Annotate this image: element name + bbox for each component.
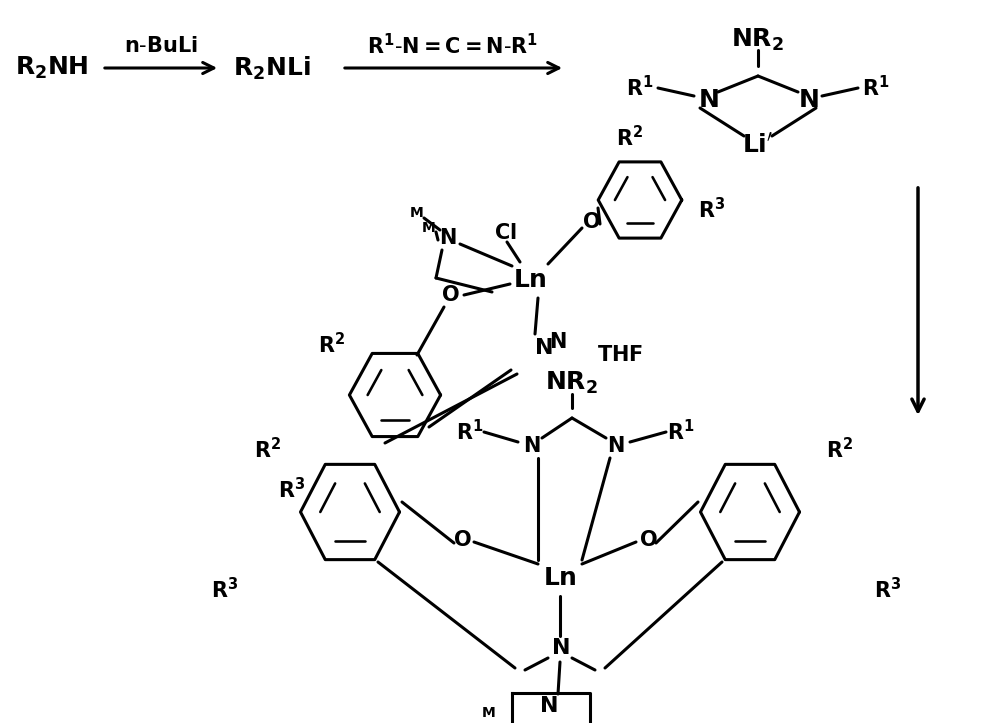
Text: $\mathbf{R^3}$: $\mathbf{R^3}$: [278, 477, 306, 502]
Text: $\mathbf{N}$: $\mathbf{N}$: [798, 88, 818, 112]
Text: $\mathbf{R^2}$: $\mathbf{R^2}$: [254, 437, 282, 463]
Text: $\mathbf{Ln}$: $\mathbf{Ln}$: [513, 268, 547, 292]
Text: $\mathbf{R^1}$: $\mathbf{R^1}$: [667, 419, 695, 445]
Text: $\mathbf{N}$: $\mathbf{N}$: [534, 338, 552, 358]
Text: $\mathbf{R^2}$: $\mathbf{R^2}$: [826, 437, 854, 463]
Text: $\mathbf{N}$: $\mathbf{N}$: [698, 88, 718, 112]
Text: $\mathbf{Ln}$: $\mathbf{Ln}$: [543, 566, 577, 590]
Text: $\mathbf{R^3}$: $\mathbf{R^3}$: [698, 197, 726, 223]
Text: $\mathbf{N}$: $\mathbf{N}$: [607, 436, 625, 456]
Text: $\mathbf{M}$: $\mathbf{M}$: [481, 706, 495, 720]
Text: $\mathbf{N}$: $\mathbf{N}$: [539, 696, 557, 716]
Text: $\mathbf{N}$: $\mathbf{N}$: [549, 332, 567, 352]
Text: $\mathbf{O}$: $\mathbf{O}$: [639, 530, 657, 550]
Text: $\mathbf{M}$: $\mathbf{M}$: [421, 221, 435, 235]
Text: $\mathbf{O}$: $\mathbf{O}$: [441, 285, 459, 305]
Text: $\mathbf{R^1}$: $\mathbf{R^1}$: [626, 75, 654, 100]
Text: $\mathbf{NR_2}$: $\mathbf{NR_2}$: [545, 370, 599, 396]
Text: $\mathbf{R^3}$: $\mathbf{R^3}$: [211, 578, 239, 602]
Text: $\mathbf{N}$: $\mathbf{N}$: [439, 228, 457, 248]
Text: $\mathbf{n\text{-}BuLi}$: $\mathbf{n\text{-}BuLi}$: [124, 36, 198, 56]
Text: $\mathbf{R^3}$: $\mathbf{R^3}$: [874, 578, 902, 602]
Text: $\mathbf{R^1\text{-}N{=}C{=}N\text{-}R^1}$: $\mathbf{R^1\text{-}N{=}C{=}N\text{-}R^1…: [367, 33, 539, 59]
Text: $\mathbf{R^2}$: $\mathbf{R^2}$: [616, 125, 644, 150]
Text: $\mathbf{NR_2}$: $\mathbf{NR_2}$: [731, 27, 785, 53]
Text: $\mathbf{O}$: $\mathbf{O}$: [582, 212, 600, 232]
Text: $\mathbf{R_2NH}$: $\mathbf{R_2NH}$: [15, 55, 89, 81]
Text: $\mathbf{N}$: $\mathbf{N}$: [523, 436, 541, 456]
Text: $\mathbf{R_2NLi}$: $\mathbf{R_2NLi}$: [233, 54, 311, 82]
Text: $\mathbf{R^1}$: $\mathbf{R^1}$: [456, 419, 484, 445]
Text: $\mathbf{Li'}$: $\mathbf{Li'}$: [742, 134, 774, 158]
Text: $\mathbf{O}$: $\mathbf{O}$: [453, 530, 471, 550]
Text: $\mathbf{R^2}$: $\mathbf{R^2}$: [318, 333, 346, 358]
Text: $\mathbf{N}$: $\mathbf{N}$: [551, 638, 569, 658]
Text: $\mathbf{Cl}$: $\mathbf{Cl}$: [494, 223, 516, 243]
Text: $\mathbf{R^1}$: $\mathbf{R^1}$: [862, 75, 890, 100]
Text: $\mathbf{THF}$: $\mathbf{THF}$: [597, 345, 643, 365]
Text: $\mathbf{M}$: $\mathbf{M}$: [409, 206, 423, 220]
